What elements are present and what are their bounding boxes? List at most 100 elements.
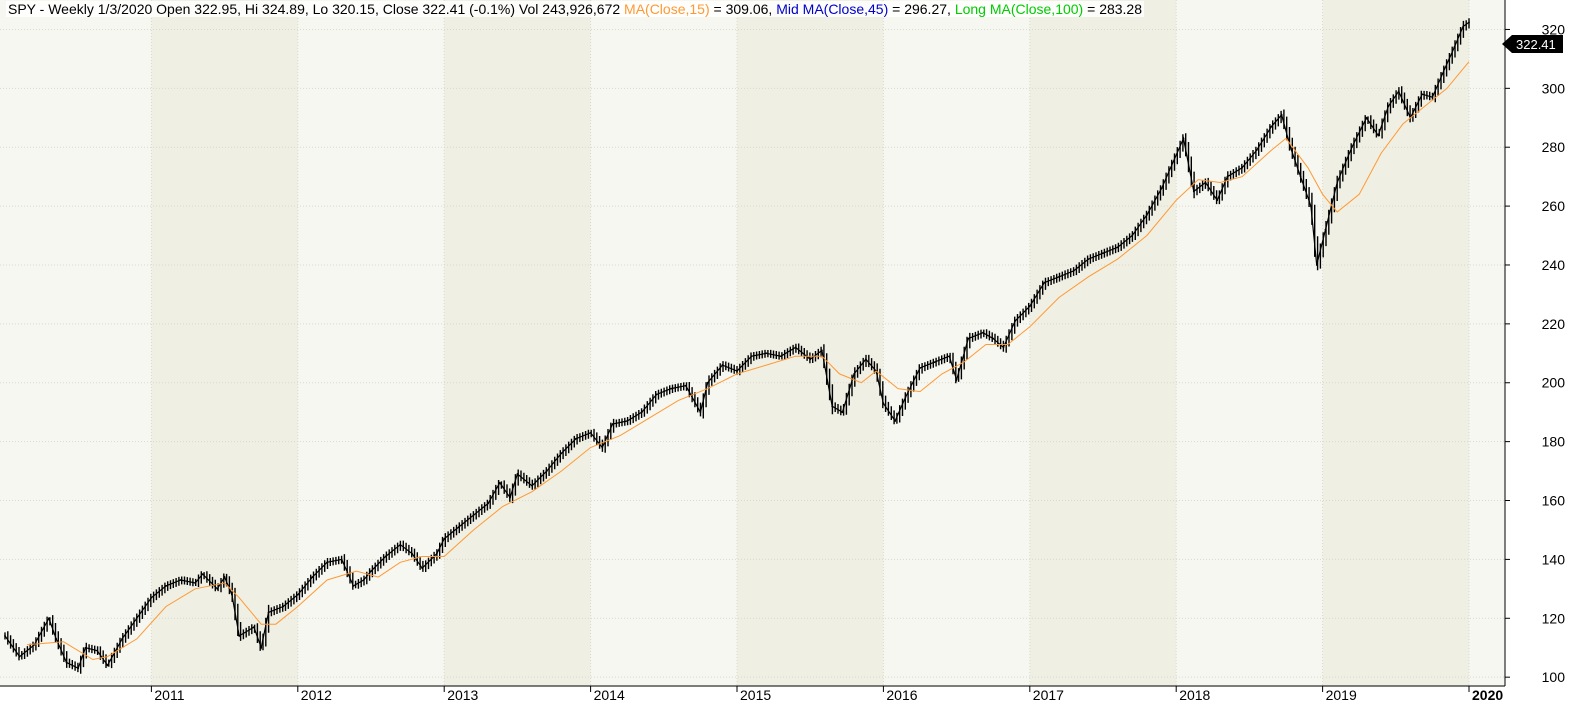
price-point [179, 579, 182, 581]
price-point [472, 514, 475, 517]
price-point [1441, 72, 1444, 75]
price-point [311, 576, 314, 578]
price-point [853, 373, 856, 375]
price-point [821, 349, 823, 352]
price-point [1387, 105, 1390, 107]
header-open-value: 322.95 [194, 1, 238, 17]
price-point [352, 584, 355, 587]
header-long-ma-label: Long MA(Close,100) [954, 1, 1084, 17]
price-point [267, 611, 270, 614]
price-point [1431, 96, 1434, 99]
price-point [1377, 134, 1380, 137]
y-tick-label: 100 [1542, 669, 1566, 685]
price-point [894, 420, 897, 422]
price-point [1216, 199, 1219, 202]
price-point [201, 573, 204, 576]
price-point [516, 473, 519, 475]
x-tick-label: 2020 [1472, 687, 1503, 703]
x-tick-label: 2016 [886, 687, 917, 703]
price-point [670, 387, 673, 390]
y-tick-label: 300 [1542, 80, 1566, 96]
price-point [736, 370, 738, 372]
x-tick-label: 2019 [1326, 687, 1357, 703]
price-point [626, 420, 629, 422]
price-point [1289, 146, 1292, 149]
y-tick-label: 280 [1542, 139, 1566, 155]
last-price-tag-value: 322.41 [1516, 37, 1556, 52]
header-ma-label: MA(Close,15) [624, 1, 710, 17]
price-point [194, 582, 197, 584]
price-point [121, 637, 124, 640]
price-point [509, 496, 511, 499]
gridlines [0, 0, 1505, 686]
price-point [165, 584, 167, 587]
price-point [399, 543, 402, 546]
price-point [1087, 258, 1090, 260]
ma15-line [26, 61, 1470, 661]
price-point [135, 617, 138, 620]
price-point [443, 537, 446, 540]
price-point [77, 667, 80, 670]
price-point [967, 337, 970, 340]
header-mid-ma-value: 296.27 [904, 1, 948, 17]
header-mid-ma-label: Mid MA(Close,45) [776, 1, 889, 17]
price-point [1160, 187, 1163, 190]
year-band [1322, 0, 1469, 686]
x-axis: 2011 2012 2013 2014 2015 2016 2017 2018 2019 2020 [0, 685, 1505, 703]
header-date: 1/3/2020 [97, 1, 153, 17]
header-lo-value: 320.15 [332, 1, 375, 17]
price-point [1350, 146, 1353, 149]
price-bars [4, 18, 1470, 674]
price-point [1462, 25, 1465, 28]
price-point [1146, 214, 1148, 216]
price-point [955, 378, 958, 381]
price-point [575, 437, 577, 440]
price-point [1468, 21, 1470, 24]
price-point [1014, 320, 1017, 322]
price-point [531, 484, 533, 487]
price-point [1072, 269, 1075, 272]
price-point [699, 411, 702, 414]
price-point [794, 346, 797, 349]
price-point [487, 502, 490, 505]
y-tick-label: 240 [1542, 257, 1566, 273]
x-tick-label: 2017 [1033, 687, 1064, 703]
price-point [1226, 175, 1229, 178]
price-point [933, 361, 936, 364]
price-point [421, 567, 424, 570]
price-point [362, 579, 365, 581]
y-tick-label: 180 [1542, 434, 1566, 450]
y-tick-label: 160 [1542, 493, 1566, 509]
price-point [282, 605, 285, 608]
last-price-tag: 322.41 [1502, 35, 1563, 53]
price-point [1336, 181, 1339, 184]
price-point [84, 646, 87, 649]
price-point [216, 587, 219, 590]
price-point [1280, 113, 1283, 116]
y-tick-label: 320 [1542, 21, 1566, 37]
price-point [370, 570, 372, 573]
price-point [545, 470, 548, 472]
price-point [150, 596, 153, 599]
price-point [611, 423, 614, 425]
price-point [948, 355, 951, 358]
price-point [1058, 275, 1060, 278]
header-open-label: Open [156, 1, 191, 17]
y-tick-label: 260 [1542, 198, 1566, 214]
price-point [296, 593, 299, 596]
price-point [55, 637, 58, 640]
price-point [96, 649, 99, 652]
header-vol-label: Vol [518, 1, 539, 17]
price-point [1102, 252, 1104, 255]
price-point [904, 396, 907, 399]
price-point [1255, 149, 1258, 152]
price-point [1324, 228, 1327, 231]
year-shading [151, 0, 1469, 686]
price-point [435, 552, 438, 555]
price-point [326, 561, 328, 564]
price-point [1028, 305, 1031, 308]
price-point [106, 664, 109, 667]
price-point [223, 576, 226, 578]
header-interval: Weekly [48, 1, 94, 17]
price-point [18, 655, 21, 658]
